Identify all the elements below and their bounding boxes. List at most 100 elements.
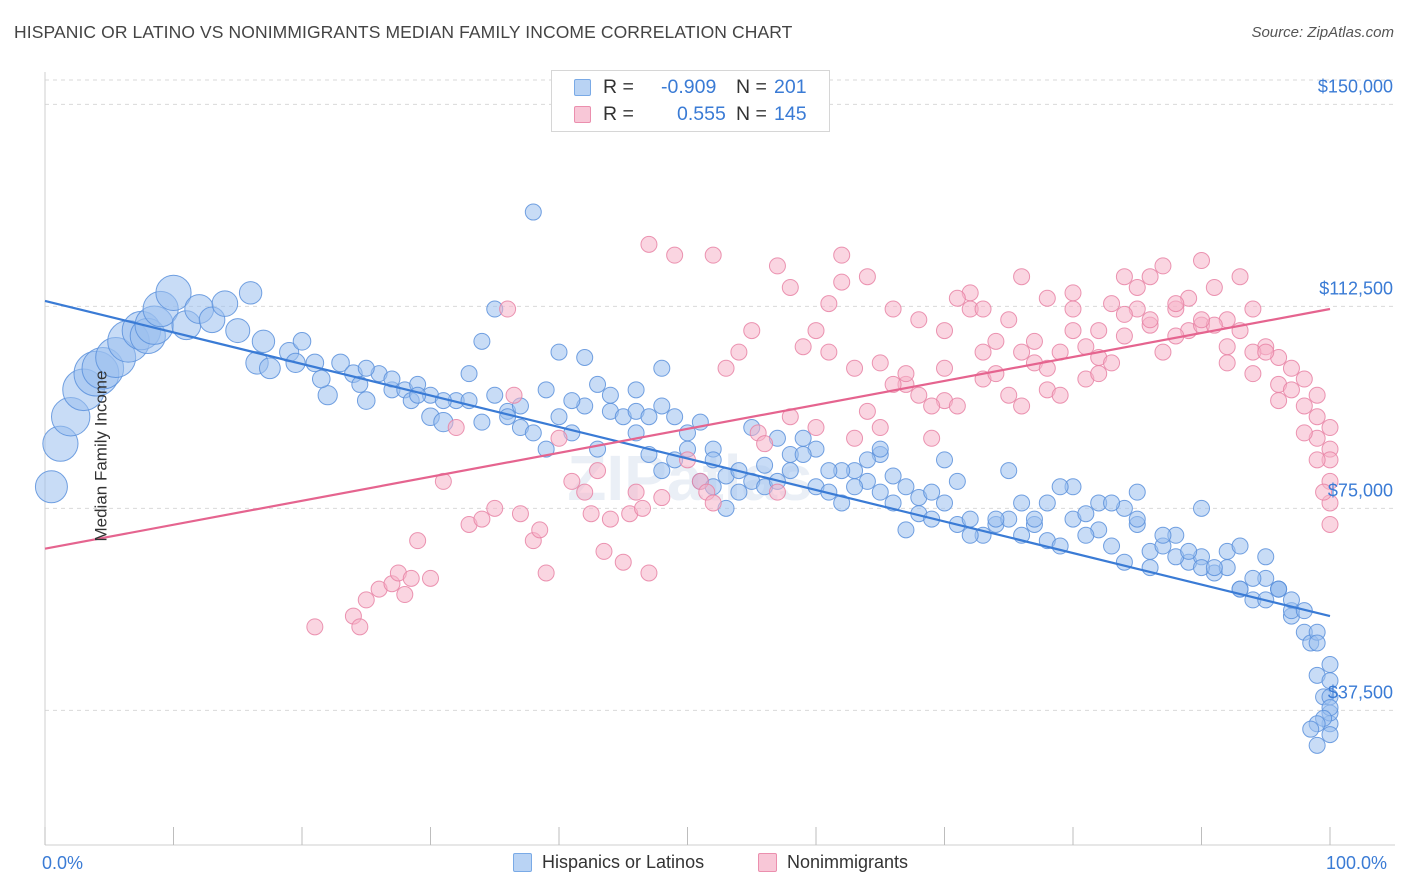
data-point xyxy=(1128,483,1146,501)
data-point xyxy=(1000,462,1018,480)
data-point xyxy=(640,235,658,253)
data-point xyxy=(351,618,369,636)
data-point xyxy=(1218,354,1236,372)
correlation-legend: R = -0.909 N = 201 R = 0.555 N = 145 xyxy=(551,70,830,132)
data-point xyxy=(537,440,555,458)
legend-label: Nonimmigrants xyxy=(787,852,909,872)
data-point xyxy=(1244,365,1262,383)
data-point xyxy=(717,359,735,377)
data-point xyxy=(987,510,1005,528)
data-point xyxy=(1103,295,1121,313)
n-value: 145 xyxy=(774,102,807,125)
chart-source: Source: ZipAtlas.com xyxy=(1251,24,1394,41)
data-point xyxy=(1038,494,1056,512)
trend-line xyxy=(44,299,1331,618)
data-point xyxy=(923,483,941,501)
y-tick-label: $37,500 xyxy=(1328,682,1393,702)
data-point xyxy=(1244,300,1262,318)
data-point xyxy=(311,369,331,389)
data-point xyxy=(1180,542,1198,560)
data-point xyxy=(238,281,263,305)
tick-labels: $150,000 $112,500 $75,000 $37,500 xyxy=(1318,76,1393,702)
data-point xyxy=(897,365,915,383)
data-point xyxy=(948,289,966,307)
data-point xyxy=(871,354,889,372)
data-point xyxy=(1295,397,1313,415)
data-point xyxy=(666,246,684,264)
data-point xyxy=(1295,424,1313,442)
r-value: -0.909 xyxy=(661,75,717,98)
data-point xyxy=(1103,494,1121,512)
data-point xyxy=(1270,392,1288,410)
legend-row-nonimmigrants: R = 0.555 N = 145 xyxy=(574,102,807,126)
data-point xyxy=(1064,322,1082,340)
data-point xyxy=(155,274,192,311)
data-point xyxy=(1231,537,1249,555)
data-point xyxy=(1154,343,1172,361)
data-point xyxy=(756,456,774,474)
data-point xyxy=(537,564,555,582)
data-point xyxy=(357,591,375,609)
data-point xyxy=(820,462,838,480)
data-point xyxy=(1315,483,1333,501)
data-point xyxy=(211,290,239,317)
data-point xyxy=(936,451,953,469)
grid-lines xyxy=(45,79,1395,711)
data-point xyxy=(743,322,761,340)
data-point xyxy=(351,375,369,393)
data-point xyxy=(1193,311,1210,329)
data-point xyxy=(1013,397,1031,415)
data-point xyxy=(1308,736,1326,754)
data-point xyxy=(409,532,427,550)
data-points xyxy=(34,203,1339,754)
data-point xyxy=(781,278,799,296)
legend-item-nonimmigrants: Nonimmigrants xyxy=(758,852,908,873)
data-point xyxy=(1205,278,1223,296)
data-point xyxy=(563,472,581,490)
data-point xyxy=(871,419,889,437)
data-point xyxy=(1257,548,1275,566)
data-point xyxy=(768,257,786,275)
data-point xyxy=(1025,510,1043,528)
data-point xyxy=(858,268,876,286)
data-point xyxy=(653,359,671,377)
y-tick-label: $75,000 xyxy=(1328,480,1393,500)
data-point xyxy=(537,381,555,399)
data-point xyxy=(505,386,523,404)
legend-row-hispanic: R = -0.909 N = 201 xyxy=(574,75,807,99)
data-point xyxy=(1308,451,1326,469)
data-point xyxy=(1282,359,1300,377)
data-point xyxy=(460,365,478,383)
data-point xyxy=(871,440,889,458)
data-point xyxy=(858,451,876,469)
data-point xyxy=(897,521,915,539)
legend-item-hispanic: Hispanics or Latinos xyxy=(513,852,704,873)
data-point xyxy=(614,553,632,571)
data-point xyxy=(1154,526,1172,544)
data-point xyxy=(1218,338,1236,356)
r-label: R = xyxy=(603,75,634,98)
n-label: N = xyxy=(736,102,767,125)
data-point xyxy=(524,424,542,442)
data-point xyxy=(923,429,941,447)
data-point xyxy=(473,332,491,350)
data-point xyxy=(1103,537,1121,555)
data-point xyxy=(1128,510,1146,528)
data-point xyxy=(258,357,281,380)
data-point xyxy=(1064,300,1082,318)
data-point xyxy=(1103,354,1121,372)
data-point xyxy=(1321,656,1339,674)
data-point xyxy=(1193,252,1210,270)
data-point xyxy=(1244,569,1262,587)
data-point xyxy=(563,392,581,410)
data-point xyxy=(1167,295,1185,313)
hispanic-swatch-icon xyxy=(513,853,532,872)
data-point xyxy=(1193,499,1210,517)
y-axis-label: Median Family Income xyxy=(91,370,111,542)
data-point xyxy=(499,300,517,318)
data-point xyxy=(306,618,324,636)
data-point xyxy=(1231,268,1249,286)
data-point xyxy=(666,408,684,426)
data-point xyxy=(897,478,915,496)
